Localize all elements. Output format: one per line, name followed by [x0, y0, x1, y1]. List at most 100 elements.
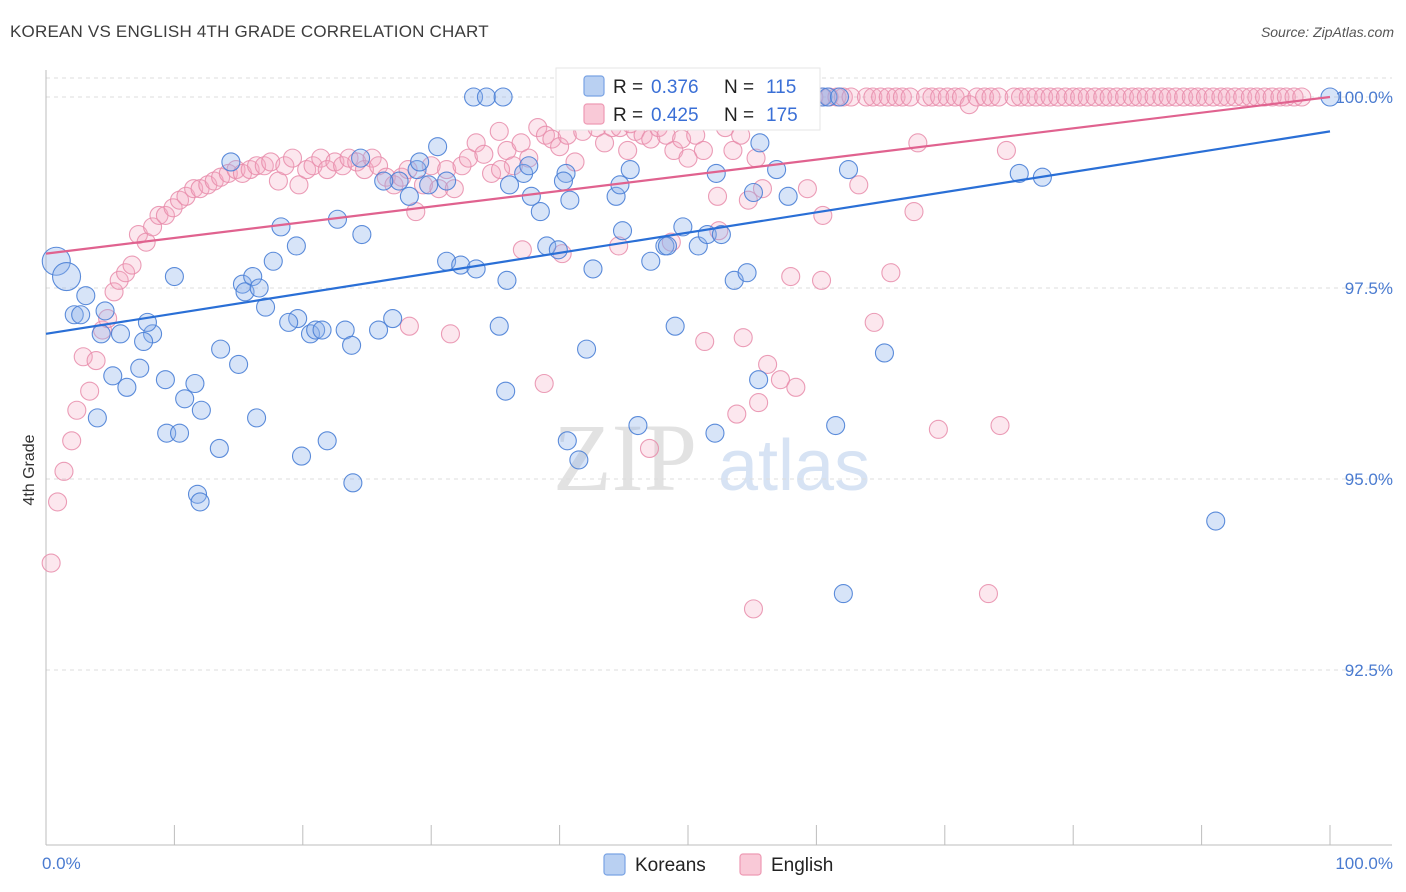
korean-point	[286, 236, 306, 256]
korean-point	[342, 335, 362, 355]
english-point	[1217, 87, 1237, 107]
korean-point	[497, 270, 517, 290]
watermark-atlas: atlas	[718, 426, 870, 506]
korean-point	[399, 186, 419, 206]
english-point	[1292, 87, 1312, 107]
chart-source: Source: ZipAtlas.com	[1260, 24, 1394, 40]
korean-point	[87, 408, 107, 428]
english-point	[1048, 87, 1068, 107]
english-point	[73, 347, 93, 367]
korean-point	[209, 438, 229, 458]
watermark-zip: ZIP	[553, 404, 697, 511]
english-point	[881, 263, 901, 283]
korean-point	[190, 492, 210, 512]
english-point	[951, 87, 972, 107]
english-point	[362, 148, 382, 168]
english-point	[116, 263, 136, 283]
stats-korean-swatch	[583, 75, 605, 97]
english-point	[247, 156, 267, 176]
english-point	[289, 175, 309, 195]
english-point	[1070, 87, 1090, 107]
english-point	[695, 331, 715, 352]
english-point	[841, 87, 861, 107]
english-point	[618, 140, 638, 161]
korean-point	[95, 301, 115, 321]
english-point	[1026, 87, 1046, 107]
korean-point	[211, 339, 231, 359]
english-point	[311, 148, 331, 168]
english-point	[989, 87, 1009, 107]
english-point	[678, 148, 698, 168]
english-point	[975, 87, 995, 107]
english-point	[48, 492, 68, 512]
korean-point	[553, 171, 574, 191]
english-point	[797, 179, 817, 199]
korean-point	[91, 324, 111, 344]
korean-point	[838, 160, 859, 180]
korean-point	[389, 171, 409, 191]
english-point	[1188, 87, 1208, 107]
korean-point	[300, 324, 321, 344]
english-point	[303, 156, 323, 176]
english-point	[282, 148, 303, 168]
korean-point	[263, 251, 283, 271]
korean-point	[1206, 511, 1226, 531]
english-point	[1107, 87, 1127, 107]
english-point	[1063, 87, 1083, 107]
korean-point	[243, 266, 263, 287]
axes	[45, 70, 1392, 846]
english-point	[1181, 87, 1201, 107]
english-point	[354, 160, 374, 180]
korean-point	[641, 251, 661, 271]
english-point	[163, 198, 183, 218]
stats-english-n-value: 175	[766, 105, 798, 126]
english-point	[1004, 87, 1024, 107]
korean-point	[369, 320, 389, 340]
legend-korean-label: Koreans	[635, 855, 706, 876]
english-point	[550, 137, 570, 157]
korean-point	[548, 240, 568, 260]
english-point	[1174, 87, 1194, 107]
korean-point	[134, 331, 154, 352]
stats-korean-n-label: N =	[724, 77, 754, 98]
english-point	[437, 160, 457, 180]
english-point	[1233, 87, 1253, 107]
korean-point	[407, 160, 427, 180]
english-point	[786, 377, 806, 397]
english-point	[733, 328, 753, 348]
trend-lines	[45, 95, 1331, 335]
english-point	[317, 160, 337, 180]
english-point	[542, 129, 562, 149]
korean-point	[750, 133, 770, 153]
english-point	[440, 324, 461, 344]
english-point	[143, 217, 163, 237]
english-point	[990, 415, 1010, 436]
english-point	[458, 148, 478, 168]
english-point	[1115, 87, 1135, 107]
english-point	[863, 87, 883, 107]
korean-point	[175, 389, 195, 409]
english-point	[900, 87, 920, 107]
english-point	[981, 87, 1001, 107]
english-point	[723, 140, 743, 161]
english-point	[594, 133, 615, 153]
english-point	[429, 179, 449, 199]
korean-point	[560, 190, 580, 210]
korean-point	[76, 286, 96, 306]
english-point	[1203, 87, 1223, 107]
korean-point	[556, 163, 576, 183]
y-tick-labels: 100.0% 97.5% 95.0% 92.5%	[1335, 88, 1393, 680]
english-point	[1262, 87, 1282, 107]
english-point	[519, 148, 539, 168]
english-trend-line	[45, 95, 1331, 255]
korean-point	[191, 400, 211, 420]
english-point	[452, 156, 472, 176]
english-point	[758, 354, 778, 374]
english-point	[1085, 87, 1105, 107]
english-point	[1195, 87, 1216, 107]
korean-point	[229, 354, 249, 374]
korean-point	[826, 415, 846, 436]
english-point	[749, 393, 769, 413]
korean-point	[499, 175, 520, 195]
english-point	[1077, 87, 1097, 107]
